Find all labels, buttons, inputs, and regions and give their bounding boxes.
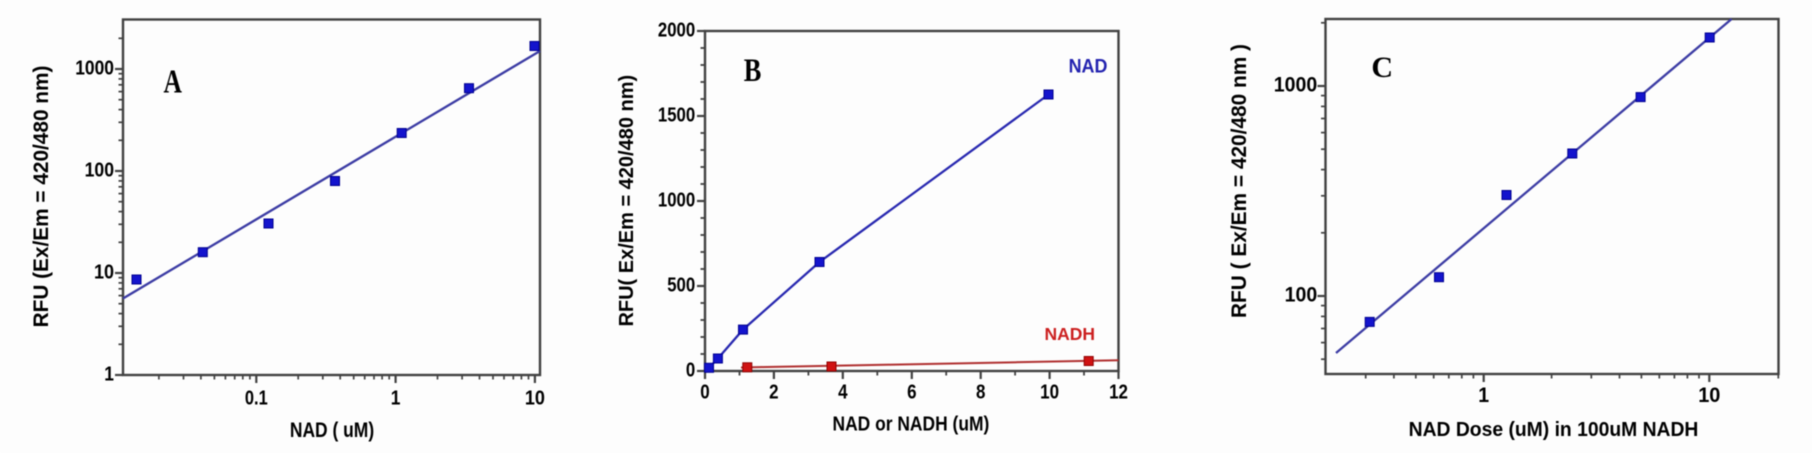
svg-text:8: 8 <box>976 380 985 403</box>
svg-text:RFU ( Ex/Em = 420/480 nm ): RFU ( Ex/Em = 420/480 nm ) <box>1228 44 1251 318</box>
svg-text:10: 10 <box>525 388 545 410</box>
svg-text:100: 100 <box>85 159 114 182</box>
svg-text:0.1: 0.1 <box>245 386 268 409</box>
svg-text:1: 1 <box>391 387 401 410</box>
svg-text:1000: 1000 <box>75 57 114 80</box>
svg-text:RFU( Ex/Em = 420/480 nm): RFU( Ex/Em = 420/480 nm) <box>616 75 638 327</box>
svg-text:12: 12 <box>1109 380 1128 403</box>
svg-text:NAD ( uM): NAD ( uM) <box>290 419 374 442</box>
svg-text:1000: 1000 <box>1274 74 1317 97</box>
svg-text:NADH: NADH <box>1045 324 1096 344</box>
svg-text:0: 0 <box>700 380 709 403</box>
svg-text:1: 1 <box>104 363 114 386</box>
svg-text:1500: 1500 <box>658 103 695 126</box>
svg-text:10: 10 <box>1040 380 1059 403</box>
svg-text:100: 100 <box>1285 284 1318 307</box>
svg-text:1000: 1000 <box>658 188 695 211</box>
svg-text:NAD Dose (uM) in 100uM NADH: NAD Dose (uM) in 100uM NADH <box>1409 419 1699 442</box>
svg-text:500: 500 <box>667 273 695 296</box>
svg-text:B: B <box>744 52 762 88</box>
svg-text:NAD or NADH (uM): NAD or NADH (uM) <box>832 412 989 434</box>
svg-text:2: 2 <box>769 380 778 403</box>
svg-text:RFU (Ex/Em = 420/480 nm): RFU (Ex/Em = 420/480 nm) <box>30 66 53 328</box>
svg-text:C: C <box>1371 51 1393 84</box>
svg-text:10: 10 <box>1698 384 1720 408</box>
svg-text:4: 4 <box>838 380 848 403</box>
svg-text:2000: 2000 <box>658 18 695 41</box>
svg-text:NAD: NAD <box>1069 55 1108 77</box>
svg-text:A: A <box>163 62 182 100</box>
svg-text:6: 6 <box>907 380 916 403</box>
svg-text:0: 0 <box>686 358 695 381</box>
svg-text:10: 10 <box>94 261 114 283</box>
svg-text:1: 1 <box>1478 384 1489 407</box>
